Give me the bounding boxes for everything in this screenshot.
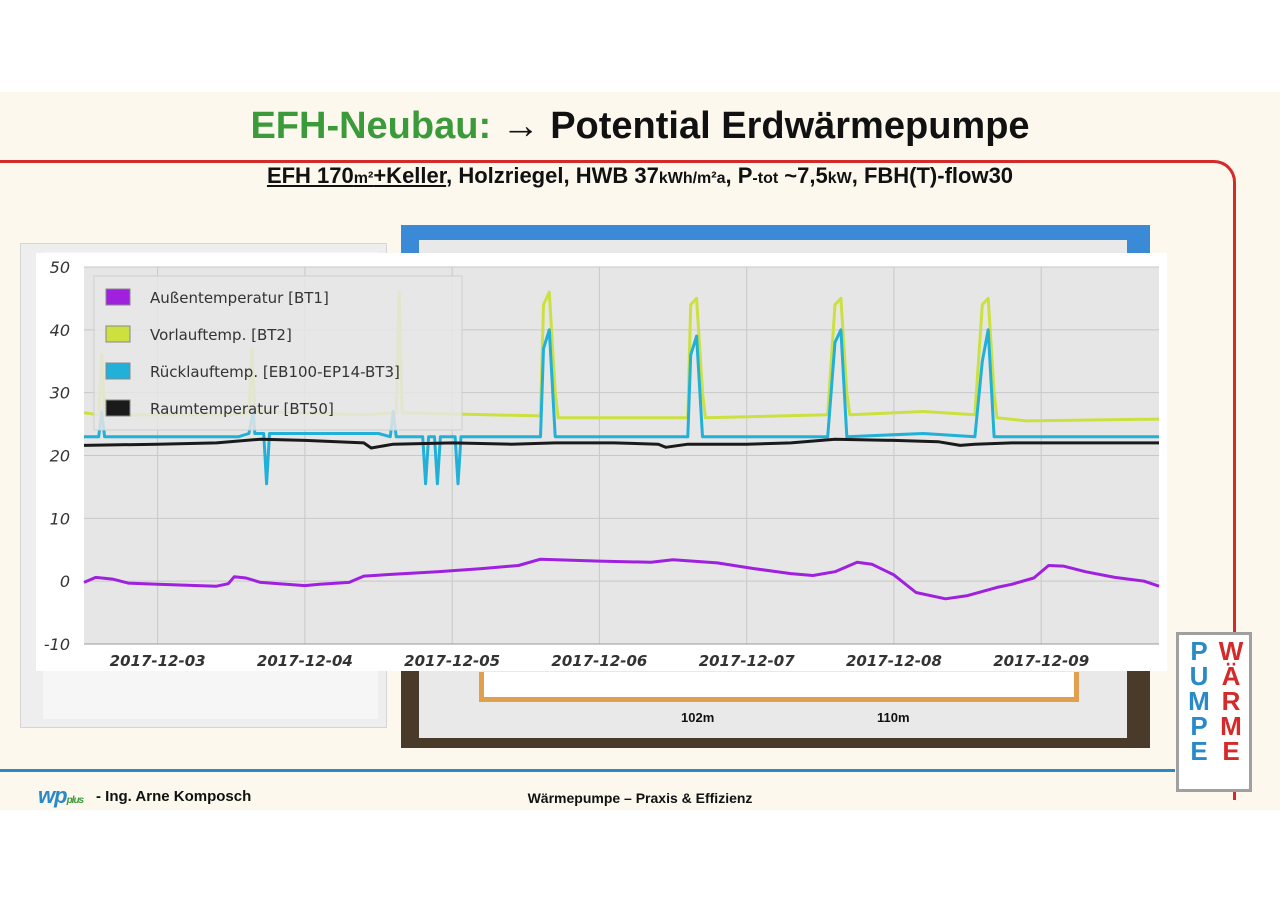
waerme-letter: E — [1222, 736, 1240, 766]
legend-swatch — [105, 288, 131, 306]
y-tick-label: 0 — [60, 572, 70, 591]
y-tick-label: 30 — [50, 384, 70, 403]
logo-plus-text: plus — [66, 795, 85, 806]
legend-label: Vorlauftemp. [BT2] — [150, 326, 292, 344]
x-tick-label: 2017-12-05 — [404, 652, 500, 670]
x-tick-label: 2017-12-08 — [846, 652, 942, 670]
frame-blue-line — [0, 769, 1175, 772]
y-tick-label: 20 — [50, 447, 70, 466]
series-line-0 — [83, 557, 1160, 601]
waerme-letter: Ä — [1221, 661, 1241, 691]
title-dark-part: → Potential Erdwärmepumpe — [501, 105, 1030, 147]
x-tick-label: 2017-12-06 — [551, 652, 647, 670]
plan-label-110m: 110m — [877, 710, 910, 725]
x-tick-label: 2017-12-04 — [257, 652, 353, 670]
subtitle-part-1: , Holzriegel, HWB 37 — [446, 163, 659, 188]
legend-label: Außentemperatur [BT1] — [150, 289, 329, 307]
subtitle-keller: +Keller — [373, 163, 447, 188]
x-tick-label: 2017-12-03 — [110, 652, 206, 670]
y-tick-label: 10 — [50, 509, 70, 528]
subtitle-area-unit: m² — [353, 170, 374, 187]
pumpe-letter: U — [1189, 661, 1209, 691]
legend-label: Rücklauftemp. [EB100-EP14-BT3] — [150, 363, 400, 381]
pumpe-letter: P — [1190, 711, 1208, 741]
slide-subtitle: EFH 170m²+Keller, Holzriegel, HWB 37kWh/… — [0, 163, 1280, 189]
legend-swatch — [105, 399, 131, 417]
plan-label-102m: 102m — [681, 710, 715, 725]
y-tick-label: 50 — [50, 258, 70, 277]
temperature-chart: -10 0 10 20 30 40 50 2017-12-03 2017-12-04 2017-… — [36, 253, 1167, 671]
x-tick-label: 2017-12-09 — [993, 652, 1089, 670]
frame-red-line — [0, 160, 1236, 800]
plan-drawing — [479, 672, 1079, 702]
logo-wp-text: wp — [38, 783, 68, 808]
y-tick-label: 40 — [50, 321, 70, 340]
footer-title: Wärmepumpe – Praxis & Effizienz — [527, 790, 753, 806]
subtitle-underlined: EFH 170m²+Keller — [267, 163, 446, 188]
waerme-letter: R — [1221, 686, 1241, 716]
x-tick-label: 2017-12-07 — [699, 652, 796, 670]
legend-swatch — [105, 325, 131, 343]
title-green-part: EFH-Neubau: — [250, 105, 492, 147]
pumpe-letter: E — [1190, 736, 1208, 766]
subtitle-part-4: , FBH(T)-flow30 — [851, 163, 1014, 188]
pumpe-letter: M — [1188, 686, 1210, 716]
subtitle-unit-2: -tot — [752, 170, 779, 187]
series-line-3 — [83, 437, 1159, 450]
waerme-letter: W — [1218, 636, 1244, 666]
waerme-letter: M — [1220, 711, 1242, 741]
subtitle-part-3: ~7,5 — [778, 163, 828, 188]
subtitle-unit-3: kW — [827, 170, 852, 187]
subtitle-unit-1: kWh/m²a — [658, 170, 726, 187]
slide-title: EFH-Neubau: → Potential Erdwärmepumpe — [0, 105, 1280, 148]
legend-label: Raumtemperatur [BT50] — [150, 400, 334, 418]
y-tick-label: -10 — [44, 635, 70, 654]
legend-swatch — [105, 362, 131, 380]
wpplus-logo: wpplus — [38, 783, 85, 809]
temperature-chart-svg: -10 0 10 20 30 40 50 2017-12-03 2017-12-04 2017-… — [44, 258, 1160, 670]
pumpe-letter: P — [1190, 636, 1208, 666]
legend-box — [93, 275, 463, 431]
subtitle-part-2: , P — [725, 163, 753, 188]
subtitle-area: EFH 170 — [266, 163, 354, 188]
author-name: - Ing. Arne Komposch — [96, 788, 252, 805]
